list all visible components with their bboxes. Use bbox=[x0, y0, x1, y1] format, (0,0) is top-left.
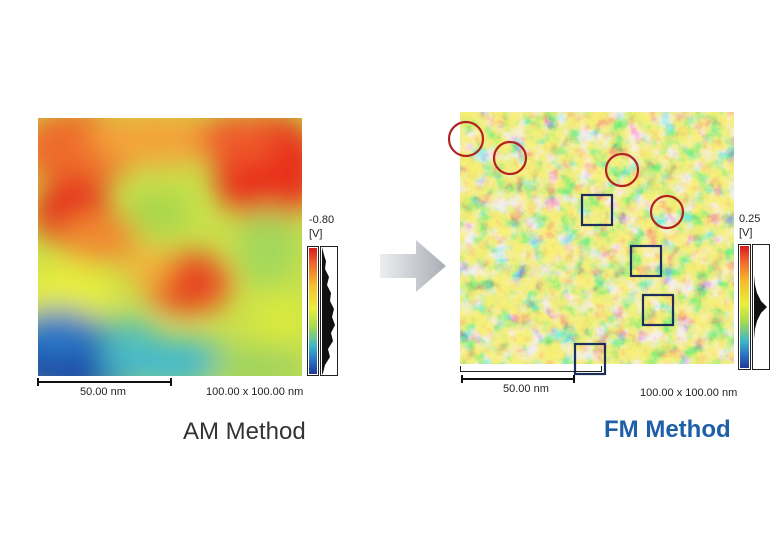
fm-marker-square bbox=[629, 244, 663, 278]
fm-marker-square bbox=[573, 342, 607, 376]
fm-method-title: FM Method bbox=[604, 416, 731, 443]
am-scale-label: 50.00 nm bbox=[80, 386, 126, 398]
fm-scale-label: 50.00 nm bbox=[503, 383, 549, 395]
am-method-title: AM Method bbox=[183, 418, 306, 445]
fm-histogram bbox=[752, 244, 770, 370]
fm-colorbar-unit-label: [V] bbox=[739, 227, 753, 239]
fm-scale-bar bbox=[461, 375, 575, 383]
fm-marker-circle bbox=[447, 120, 485, 158]
fm-map-bottom-border bbox=[460, 366, 602, 372]
am-scale-bar bbox=[37, 378, 172, 386]
fm-marker-square bbox=[580, 193, 614, 227]
fm-markers bbox=[447, 120, 685, 376]
fm-colorbar-max-label: 0.25 bbox=[739, 213, 761, 225]
arrow-icon bbox=[380, 240, 446, 292]
am-colorbar-unit-label: [V] bbox=[309, 228, 323, 240]
am-potential-map bbox=[38, 118, 302, 376]
am-size-label: 100.00 x 100.00 nm bbox=[206, 386, 304, 398]
am-colorbar bbox=[307, 246, 319, 376]
fm-marker-square bbox=[641, 293, 675, 327]
fm-size-label: 100.00 x 100.00 nm bbox=[640, 387, 738, 399]
am-histogram bbox=[320, 246, 338, 376]
fm-colorbar bbox=[738, 244, 751, 370]
fm-marker-circle bbox=[604, 152, 640, 188]
fm-marker-circle bbox=[649, 194, 685, 230]
fm-potential-map bbox=[460, 112, 734, 364]
fm-marker-circle bbox=[492, 140, 528, 176]
am-colorbar-max-label: -0.80 bbox=[309, 214, 335, 226]
